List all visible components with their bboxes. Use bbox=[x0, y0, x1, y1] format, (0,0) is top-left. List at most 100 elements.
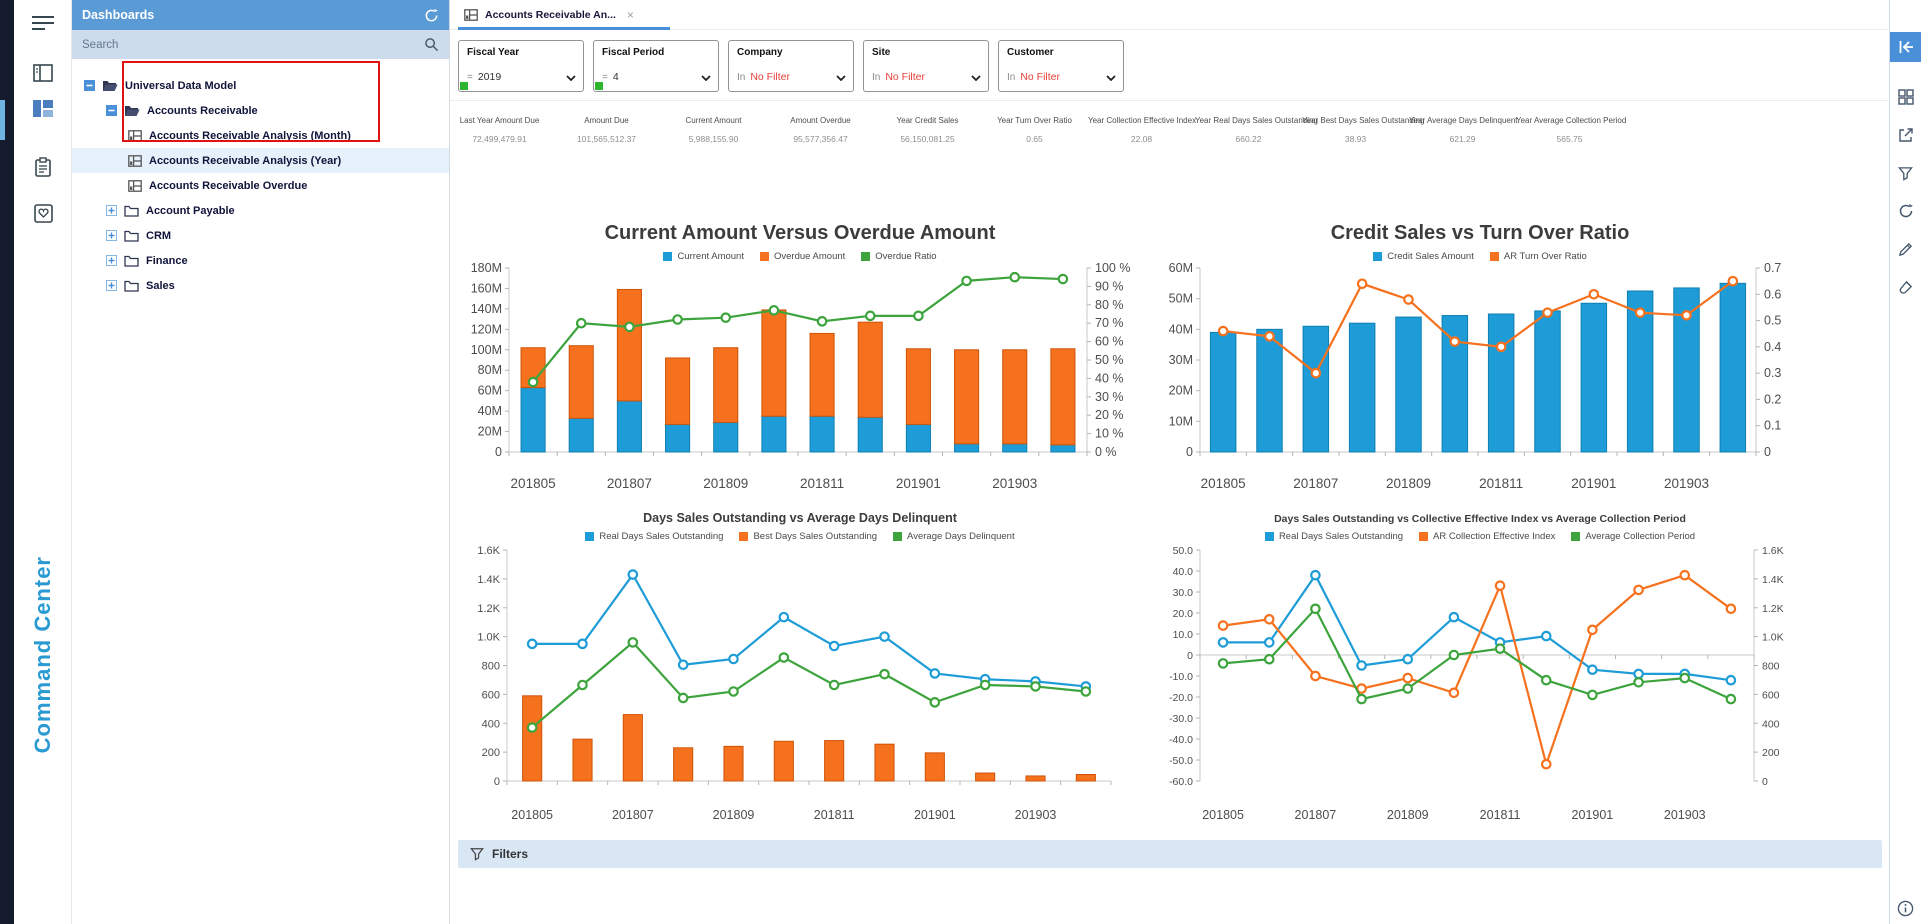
legend-swatch bbox=[739, 532, 749, 541]
folder-icon bbox=[124, 230, 139, 242]
tree-item-accounts-receivable-overdue[interactable]: Accounts Receivable Overdue bbox=[72, 173, 449, 198]
legend-item[interactable]: Best Days Sales Outstanding bbox=[739, 531, 877, 542]
legend-item[interactable]: Overdue Ratio bbox=[861, 251, 937, 262]
edit-pencil-icon[interactable] bbox=[1890, 234, 1921, 264]
svg-text:201805: 201805 bbox=[1201, 476, 1246, 491]
tab-close-icon[interactable]: × bbox=[626, 8, 634, 22]
tree-item-label: CRM bbox=[146, 229, 172, 242]
svg-text:201901: 201901 bbox=[896, 476, 941, 491]
dashboard-item-icon bbox=[128, 179, 142, 192]
expand-expander-icon[interactable] bbox=[106, 255, 117, 266]
main-area: Accounts Receivable An... × Fiscal Year =… bbox=[450, 0, 1889, 924]
filter-fiscal-year[interactable]: Fiscal Year = 2019 bbox=[458, 40, 584, 92]
tree-item-accounts-receivable[interactable]: Accounts Receivable bbox=[72, 98, 449, 123]
kpi-value: 38.93 bbox=[1344, 134, 1367, 144]
filter-operator: In bbox=[872, 72, 881, 83]
search-icon[interactable] bbox=[424, 37, 439, 52]
legend-item[interactable]: Average Collection Period bbox=[1571, 531, 1695, 542]
chevron-down-icon[interactable] bbox=[566, 75, 576, 81]
legend-item[interactable]: Overdue Amount bbox=[759, 251, 845, 262]
dashboard-grid-icon[interactable] bbox=[1890, 82, 1921, 112]
filter-customer[interactable]: Customer In No Filter bbox=[998, 40, 1124, 92]
filter-site[interactable]: Site In No Filter bbox=[863, 40, 989, 92]
tree-item-accounts-receivable-analysis-month[interactable]: Accounts Receivable Analysis (Month) bbox=[72, 123, 449, 148]
filter-company[interactable]: Company In No Filter bbox=[728, 40, 854, 92]
chevron-down-icon[interactable] bbox=[971, 75, 981, 81]
dashboard-item-icon bbox=[464, 9, 478, 21]
filter-fiscal-period[interactable]: Fiscal Period = 4 bbox=[593, 40, 719, 92]
svg-text:1.4K: 1.4K bbox=[1762, 574, 1784, 586]
tree-item-label: Universal Data Model bbox=[125, 79, 237, 92]
svg-text:1.2K: 1.2K bbox=[1762, 603, 1784, 615]
kpi-amount-due: Amount Due 101,565,512.37 bbox=[553, 116, 660, 144]
legend-swatch bbox=[1264, 532, 1274, 541]
svg-text:1.0K: 1.0K bbox=[1762, 632, 1784, 644]
dashboards-tree: Universal Data Model Accounts Receivable A… bbox=[72, 59, 449, 298]
svg-text:201811: 201811 bbox=[1479, 476, 1523, 491]
tree-item-label: Accounts Receivable Analysis (Month) bbox=[149, 129, 351, 142]
svg-text:800: 800 bbox=[482, 661, 500, 673]
refresh-icon[interactable] bbox=[424, 8, 439, 23]
legend-item[interactable]: AR Collection Effective Index bbox=[1419, 531, 1555, 542]
export-icon[interactable] bbox=[1890, 120, 1921, 150]
chevron-down-icon[interactable] bbox=[701, 75, 711, 81]
legend-item[interactable]: AR Turn Over Ratio bbox=[1489, 251, 1587, 262]
tree-item-finance[interactable]: Finance bbox=[72, 248, 449, 273]
clipboard-icon[interactable] bbox=[14, 152, 72, 182]
kpi-value: 621.29 bbox=[1449, 134, 1476, 144]
folder-open-icon bbox=[124, 104, 140, 117]
chart-title: Days Sales Outstanding vs Average Days D… bbox=[643, 511, 957, 525]
svg-text:100 %: 100 % bbox=[1095, 262, 1130, 275]
chart-legend: Real Days Sales Outstanding Best Days Sal… bbox=[585, 531, 1015, 542]
legend-item[interactable]: Real Days Sales Outstanding bbox=[585, 531, 723, 542]
legend-swatch bbox=[1489, 252, 1499, 261]
tree-item-universal-data-model[interactable]: Universal Data Model bbox=[72, 73, 449, 98]
expand-expander-icon[interactable] bbox=[106, 280, 117, 291]
collapse-expander-icon[interactable] bbox=[84, 80, 95, 91]
tree-item-account-payable[interactable]: Account Payable bbox=[72, 198, 449, 223]
search-bar bbox=[72, 30, 449, 59]
kpi-row: Last Year Amount Due 72,499,479.91 Amount … bbox=[446, 116, 1627, 144]
kpi-value: 101,565,512.37 bbox=[576, 134, 637, 144]
expand-expander-icon[interactable] bbox=[106, 205, 117, 216]
report-panel-icon[interactable] bbox=[14, 58, 72, 88]
expand-expander-icon[interactable] bbox=[106, 230, 117, 241]
filter-operator: = bbox=[602, 72, 608, 83]
search-input[interactable] bbox=[82, 38, 424, 51]
legend-item[interactable]: Average Days Delinquent bbox=[893, 531, 1015, 542]
legend-item[interactable]: Real Days Sales Outstanding bbox=[1264, 531, 1403, 542]
chart-tr: Credit Sales vs Turn Over Ratio Credit Sa… bbox=[1150, 200, 1810, 500]
svg-text:201809: 201809 bbox=[1387, 808, 1429, 822]
chevron-down-icon[interactable] bbox=[836, 75, 846, 81]
tree-item-sales[interactable]: Sales bbox=[72, 273, 449, 298]
favorites-icon[interactable] bbox=[14, 198, 72, 228]
svg-text:80 %: 80 % bbox=[1095, 298, 1124, 312]
dashboards-icon[interactable] bbox=[14, 93, 72, 123]
legend-label: Current Amount bbox=[677, 251, 744, 262]
filter-funnel-icon[interactable] bbox=[1890, 158, 1921, 188]
svg-text:30M: 30M bbox=[1169, 353, 1193, 367]
chevron-down-icon[interactable] bbox=[1106, 75, 1116, 81]
svg-text:0: 0 bbox=[1186, 445, 1193, 459]
legend-item[interactable]: Current Amount bbox=[663, 251, 744, 262]
tree-item-accounts-receivable-analysis-year[interactable]: Accounts Receivable Analysis (Year) bbox=[72, 148, 449, 173]
refresh-icon[interactable] bbox=[1890, 196, 1921, 226]
kpi-label: Year Real Days Sales Outstanding bbox=[1195, 116, 1318, 125]
collapse-expander-icon[interactable] bbox=[106, 105, 117, 116]
svg-text:0.4: 0.4 bbox=[1764, 340, 1781, 354]
info-icon[interactable] bbox=[1890, 893, 1921, 923]
filter-operator: In bbox=[737, 72, 746, 83]
legend-item[interactable]: Credit Sales Amount bbox=[1373, 251, 1474, 262]
kpi-current-amount: Current Amount 5,988,155.90 bbox=[660, 116, 767, 144]
svg-text:-40.0: -40.0 bbox=[1169, 734, 1193, 746]
svg-text:180M: 180M bbox=[471, 262, 502, 275]
legend-swatch bbox=[759, 252, 769, 261]
svg-text:0: 0 bbox=[1762, 776, 1768, 788]
hamburger-icon[interactable] bbox=[14, 8, 72, 38]
collapse-panel-icon[interactable] bbox=[1890, 32, 1921, 62]
folder-icon bbox=[124, 205, 139, 217]
tree-item-crm[interactable]: CRM bbox=[72, 223, 449, 248]
format-brush-icon[interactable] bbox=[1890, 272, 1921, 302]
filters-bar[interactable]: Filters bbox=[458, 840, 1882, 868]
tab-accounts-receivable-analysis[interactable]: Accounts Receivable An... × bbox=[458, 0, 640, 30]
